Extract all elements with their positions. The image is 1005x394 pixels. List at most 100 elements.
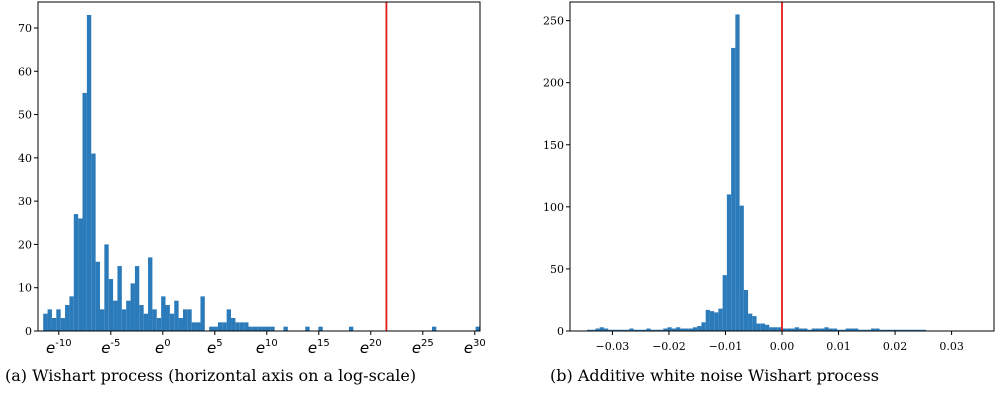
- histogram-bar: [86, 14, 92, 331]
- histogram-bar: [671, 328, 676, 331]
- histogram-bar: [586, 329, 592, 331]
- histogram-bar: [78, 218, 83, 331]
- histogram-bar: [56, 309, 61, 331]
- x-tick-label: 0.02: [883, 340, 908, 353]
- x-tick-label: 0.03: [939, 340, 964, 353]
- histogram-bar: [637, 329, 643, 331]
- histogram-bar: [875, 328, 880, 331]
- histogram-bar: [921, 329, 927, 331]
- histogram-bar: [156, 318, 162, 331]
- histogram-bar: [832, 328, 838, 331]
- histogram-bar: [187, 309, 192, 331]
- histogram-bar: [126, 300, 131, 331]
- histogram-bar: [692, 327, 698, 331]
- axes-frame: [37, 1, 481, 332]
- caption-b: (b) Additive white noise Wishart process: [550, 366, 879, 385]
- histogram-bar: [794, 327, 799, 331]
- histogram-bar: [616, 329, 621, 331]
- histogram-bar: [849, 328, 855, 331]
- histogram-bar: [735, 14, 740, 331]
- histogram-bar: [879, 329, 884, 331]
- x-tick-label: e-5: [101, 338, 120, 357]
- histogram-bar: [709, 311, 715, 331]
- histogram-bar: [701, 322, 706, 331]
- histogram-bar: [731, 47, 736, 331]
- x-tick-label: −0.01: [709, 340, 743, 353]
- histogram-bar: [475, 326, 480, 331]
- histogram-bar: [913, 329, 918, 331]
- histogram-bar: [871, 328, 876, 331]
- histogram-bar: [904, 329, 910, 331]
- x-tick-label: e5: [207, 338, 223, 357]
- histogram-bar: [777, 327, 782, 331]
- histogram-panel-log-scale: 0 10 20 30 40 50 60 70 e-10 e-5 e0 e5 e10 e15 e20 e25 e3…: [18, 1, 486, 357]
- histogram-bar: [854, 328, 859, 331]
- histogram-bar: [113, 300, 118, 331]
- histogram-bar: [134, 266, 140, 331]
- histogram-bar: [807, 329, 812, 331]
- histogram-bar: [765, 324, 770, 331]
- histogram-bar: [811, 328, 816, 331]
- histogram-bar: [143, 313, 149, 331]
- y-tick-label: 60: [18, 65, 32, 78]
- histogram-bar: [888, 329, 893, 331]
- histogram-bar: [117, 266, 122, 331]
- histogram-bar: [722, 275, 727, 331]
- x-tick-label: e25: [412, 338, 434, 357]
- x-tick-label: −0.03: [596, 340, 630, 353]
- histogram-bar: [231, 318, 236, 331]
- y-tick-label: 0: [557, 325, 564, 338]
- y-tick-label: 10: [18, 282, 32, 295]
- histogram-bar: [743, 290, 749, 331]
- histogram-bar: [756, 323, 761, 331]
- histogram-bar: [65, 305, 70, 331]
- histogram-bar: [845, 328, 850, 331]
- histogram-bar: [603, 328, 609, 331]
- histogram-bar: [909, 329, 914, 331]
- histogram-bar: [178, 318, 183, 331]
- y-tick-label: 50: [550, 263, 564, 276]
- y-tick-label: 250: [543, 15, 564, 28]
- histogram-bar: [718, 308, 723, 331]
- histogram-bar: [625, 329, 630, 331]
- histogram-bar: [200, 296, 205, 331]
- x-tick-label: e30: [464, 338, 486, 357]
- histogram-bar: [896, 329, 901, 331]
- histogram-bar: [235, 322, 240, 331]
- histogram-bar: [790, 328, 795, 331]
- histogram-bar: [60, 318, 66, 331]
- x-tick-label: 0.01: [826, 340, 851, 353]
- y-tick-label: 50: [18, 109, 32, 122]
- histogram-bar: [705, 309, 710, 331]
- histogram-bar: [182, 309, 188, 331]
- histogram-bar: [726, 194, 732, 331]
- histogram-bar: [174, 300, 179, 331]
- histogram-bar: [51, 318, 57, 331]
- histogram-bar: [226, 309, 232, 331]
- histogram-bar: [108, 279, 114, 331]
- histogram-bar: [688, 328, 693, 331]
- histogram-bar: [752, 316, 757, 331]
- histogram-bar: [248, 326, 253, 331]
- histogram-bar: [431, 326, 437, 331]
- histogram-bar: [73, 214, 79, 331]
- histogram-bar: [595, 328, 600, 331]
- histogram-bar: [305, 326, 310, 331]
- histogram-bar: [152, 309, 157, 331]
- histogram-bar: [815, 328, 821, 331]
- y-tick-label: 20: [18, 238, 32, 251]
- x-tick-label: e10: [256, 338, 278, 357]
- histogram-panel-linear: 0 50 100 150 200 250 −0.03 −0.02 −0.01 0.00 0.01 0.…: [543, 1, 995, 353]
- histogram-bar: [283, 326, 288, 331]
- histogram-bar: [47, 309, 52, 331]
- histogram-bar: [862, 329, 867, 331]
- histogram-bar: [769, 327, 774, 331]
- histogram-bar: [252, 326, 258, 331]
- histogram-bar: [222, 322, 227, 331]
- histogram-bar: [217, 322, 223, 331]
- histogram-bar: [169, 313, 175, 331]
- histogram-bar: [191, 322, 197, 331]
- histogram-bar: [318, 326, 323, 331]
- histogram-bar: [165, 305, 170, 331]
